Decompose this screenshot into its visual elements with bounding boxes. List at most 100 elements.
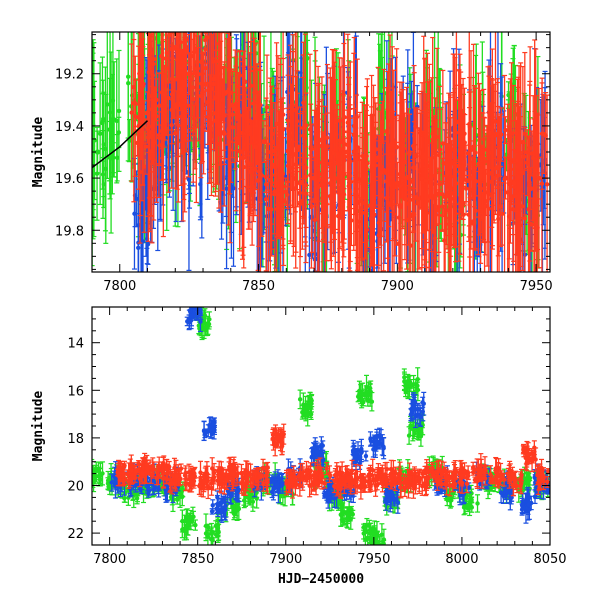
data-point xyxy=(381,68,387,272)
data-point xyxy=(219,78,226,122)
data-point xyxy=(369,167,375,210)
data-point xyxy=(428,156,434,200)
data-point xyxy=(494,146,500,190)
data-point xyxy=(92,52,96,240)
data-point xyxy=(539,82,545,272)
y-axis-label: Magnitude xyxy=(31,117,46,188)
data-point xyxy=(320,202,326,241)
data-point xyxy=(311,109,317,272)
data-point xyxy=(259,113,265,237)
x-tick-label: 7800 xyxy=(93,552,126,567)
data-point xyxy=(388,145,394,210)
data-point xyxy=(100,79,106,159)
data-point xyxy=(274,42,280,206)
data-point xyxy=(311,156,317,200)
top-panel: 7800 7850 7900 7950 19.2 19.4 19.6 19.8 Magnitud… xyxy=(31,0,553,294)
x-tick-label: 7900 xyxy=(269,552,302,567)
data-point xyxy=(125,32,131,139)
data-point xyxy=(536,156,542,200)
data-point xyxy=(224,38,230,146)
plot-frame xyxy=(91,306,551,546)
data-point xyxy=(330,49,336,257)
data-point xyxy=(516,65,522,219)
y-axis-label: Magnitude xyxy=(31,391,46,462)
data-point xyxy=(344,130,350,174)
y-tick-label: 19.2 xyxy=(55,68,84,83)
data-point xyxy=(353,172,359,216)
data-point xyxy=(412,107,418,146)
x-tick-label: 7950 xyxy=(520,279,553,294)
data-point xyxy=(169,57,176,101)
data-point xyxy=(294,125,301,169)
data-point xyxy=(261,120,267,164)
data-point xyxy=(253,125,259,169)
data-point xyxy=(486,151,492,195)
data-point xyxy=(202,0,207,25)
data-point xyxy=(163,32,169,134)
data-point xyxy=(463,174,469,203)
data-point xyxy=(293,108,299,269)
data-point xyxy=(357,111,363,272)
y-tick-label: 22 xyxy=(67,527,84,542)
data-point xyxy=(161,73,167,117)
data-point xyxy=(453,161,459,205)
data-point xyxy=(478,167,484,210)
data-point xyxy=(341,32,347,212)
data-point xyxy=(209,508,215,515)
data-point xyxy=(364,78,370,249)
data-point xyxy=(498,107,504,162)
data-point xyxy=(432,199,438,272)
x-tick-label: 8050 xyxy=(533,552,566,567)
data-point xyxy=(209,34,215,144)
data-point xyxy=(436,172,442,216)
data-point xyxy=(237,51,243,252)
data-point xyxy=(466,91,472,238)
data-point xyxy=(300,54,306,218)
data-point xyxy=(134,170,140,228)
data-point xyxy=(449,140,455,247)
data-point xyxy=(407,178,413,221)
data-point xyxy=(232,49,238,170)
data-point xyxy=(205,89,211,145)
data-point xyxy=(351,52,357,251)
data-point xyxy=(363,450,369,462)
data-point xyxy=(375,66,381,249)
data-point xyxy=(530,95,536,221)
data-point xyxy=(86,467,91,476)
data-point xyxy=(236,94,242,137)
data-point xyxy=(511,161,517,205)
data-point xyxy=(186,52,192,96)
data-point xyxy=(461,140,467,184)
data-point xyxy=(443,200,449,237)
x-tick-label: 7900 xyxy=(381,279,414,294)
data-point xyxy=(385,101,391,272)
data-point xyxy=(144,91,151,135)
data-point xyxy=(473,166,479,197)
data-point xyxy=(522,126,528,272)
data-point xyxy=(470,164,476,272)
data-point xyxy=(336,151,342,195)
data-point xyxy=(178,67,184,111)
data-point xyxy=(308,145,314,269)
data-point xyxy=(228,83,234,127)
data-point xyxy=(386,143,392,187)
data-point xyxy=(248,166,254,215)
data-point xyxy=(347,117,353,235)
plot-area xyxy=(86,307,550,552)
data-point xyxy=(379,100,385,144)
data-point xyxy=(375,547,380,552)
data-point xyxy=(131,32,137,203)
bottom-panel: 7800 7850 7900 7950 8000 8050 14 16 18 20 22 Magnit… xyxy=(31,306,567,587)
data-point xyxy=(345,33,351,212)
data-point xyxy=(502,156,509,200)
data-point xyxy=(105,470,111,491)
y-tick-label: 19.8 xyxy=(55,224,84,239)
data-point xyxy=(419,135,425,179)
data-point xyxy=(403,177,409,221)
y-tick-label: 19.4 xyxy=(55,120,84,135)
data-point xyxy=(475,72,481,256)
data-point xyxy=(297,164,303,203)
y-tick-label: 19.6 xyxy=(55,172,84,187)
y-tick-label: 18 xyxy=(67,432,84,447)
